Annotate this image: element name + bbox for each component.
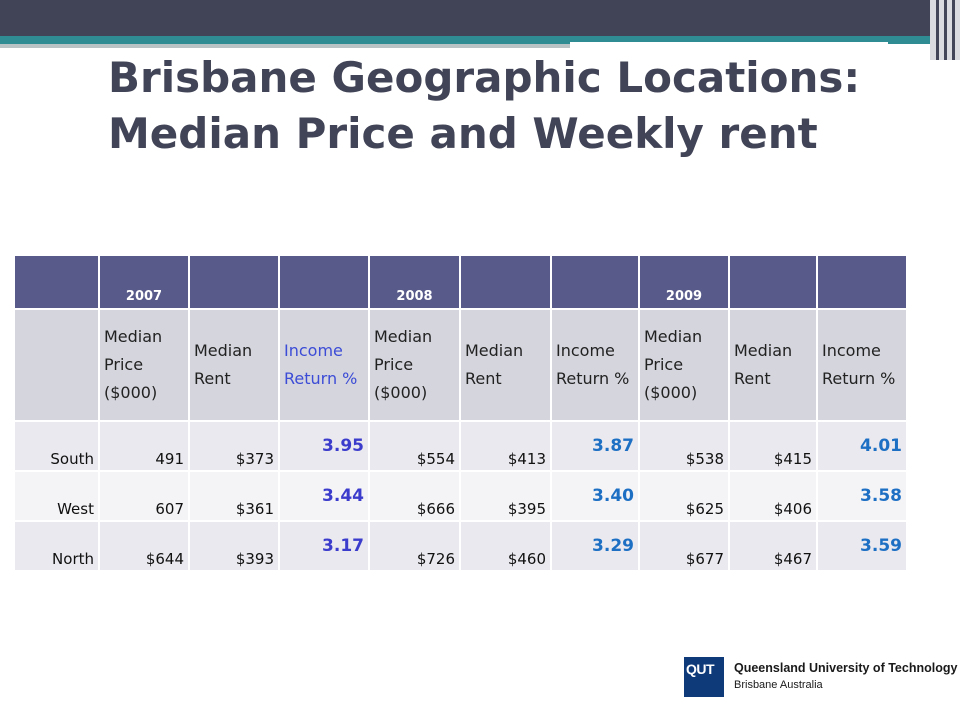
top-bar [0, 0, 960, 36]
region-cell: South [15, 422, 98, 470]
return-cell: 3.40 [552, 472, 638, 520]
title-line-1: Brisbane Geographic Locations: [108, 53, 861, 102]
accent-stripes [930, 0, 960, 60]
return-cell: 3.87 [552, 422, 638, 470]
price-rent-table: 2007 2008 2009 Median Price ($000) Media… [13, 254, 908, 572]
year-cell [280, 256, 368, 308]
year-cell: 2008 [370, 256, 459, 308]
gray-band [0, 44, 570, 48]
year-cell [461, 256, 550, 308]
table-row: West 607 $361 3.44 $666 $395 3.40 $625 $… [15, 472, 906, 520]
table-cell: $625 [640, 472, 728, 520]
return-cell: 3.59 [818, 522, 906, 570]
table-cell: $677 [640, 522, 728, 570]
table-cell: $726 [370, 522, 459, 570]
column-header: Median Price ($000) [100, 310, 188, 420]
accent-stub [570, 42, 888, 49]
table-cell: $467 [730, 522, 816, 570]
logo-name: Queensland University of Technology [734, 661, 958, 675]
table-cell: $415 [730, 422, 816, 470]
table-cell: $393 [190, 522, 278, 570]
return-cell: 3.95 [280, 422, 368, 470]
year-cell [15, 256, 98, 308]
column-header: Median Price ($000) [640, 310, 728, 420]
year-cell [730, 256, 816, 308]
teal-band [0, 36, 930, 44]
table-cell: $666 [370, 472, 459, 520]
table-cell: $460 [461, 522, 550, 570]
slide-title: Brisbane Geographic Locations: Median Pr… [108, 50, 928, 162]
column-header: Income Return % [552, 310, 638, 420]
year-cell: 2007 [100, 256, 188, 308]
year-cell [818, 256, 906, 308]
year-header-row: 2007 2008 2009 [15, 256, 906, 308]
column-header: Median Price ($000) [370, 310, 459, 420]
return-cell: 3.17 [280, 522, 368, 570]
table-row: North $644 $393 3.17 $726 $460 3.29 $677… [15, 522, 906, 570]
column-header: Median Rent [190, 310, 278, 420]
qut-logo-mark: QUT [684, 657, 724, 697]
logo-mark-text: QUT [686, 661, 715, 677]
table-cell: $406 [730, 472, 816, 520]
year-cell [190, 256, 278, 308]
return-cell: 3.58 [818, 472, 906, 520]
qut-logo: QUT Queensland University of Technology … [684, 657, 958, 699]
table-cell: $538 [640, 422, 728, 470]
return-cell: 3.44 [280, 472, 368, 520]
return-cell: 3.29 [552, 522, 638, 570]
region-cell: North [15, 522, 98, 570]
return-cell: 4.01 [818, 422, 906, 470]
table-cell: $395 [461, 472, 550, 520]
table-cell: $644 [100, 522, 188, 570]
table-row: South 491 $373 3.95 $554 $413 3.87 $538 … [15, 422, 906, 470]
table-cell: $373 [190, 422, 278, 470]
column-header [15, 310, 98, 420]
logo-subtitle: Brisbane Australia [734, 679, 823, 691]
region-cell: West [15, 472, 98, 520]
title-line-2: Median Price and Weekly rent [108, 109, 818, 158]
table-cell: 491 [100, 422, 188, 470]
year-cell: 2009 [640, 256, 728, 308]
table-cell: $361 [190, 472, 278, 520]
table-cell: $554 [370, 422, 459, 470]
column-header: Income Return % [280, 310, 368, 420]
table-cell: 607 [100, 472, 188, 520]
table-cell: $413 [461, 422, 550, 470]
column-header: Median Rent [461, 310, 550, 420]
year-cell [552, 256, 638, 308]
column-header: Income Return % [818, 310, 906, 420]
column-header: Median Rent [730, 310, 816, 420]
column-header-row: Median Price ($000) Median Rent Income R… [15, 310, 906, 420]
